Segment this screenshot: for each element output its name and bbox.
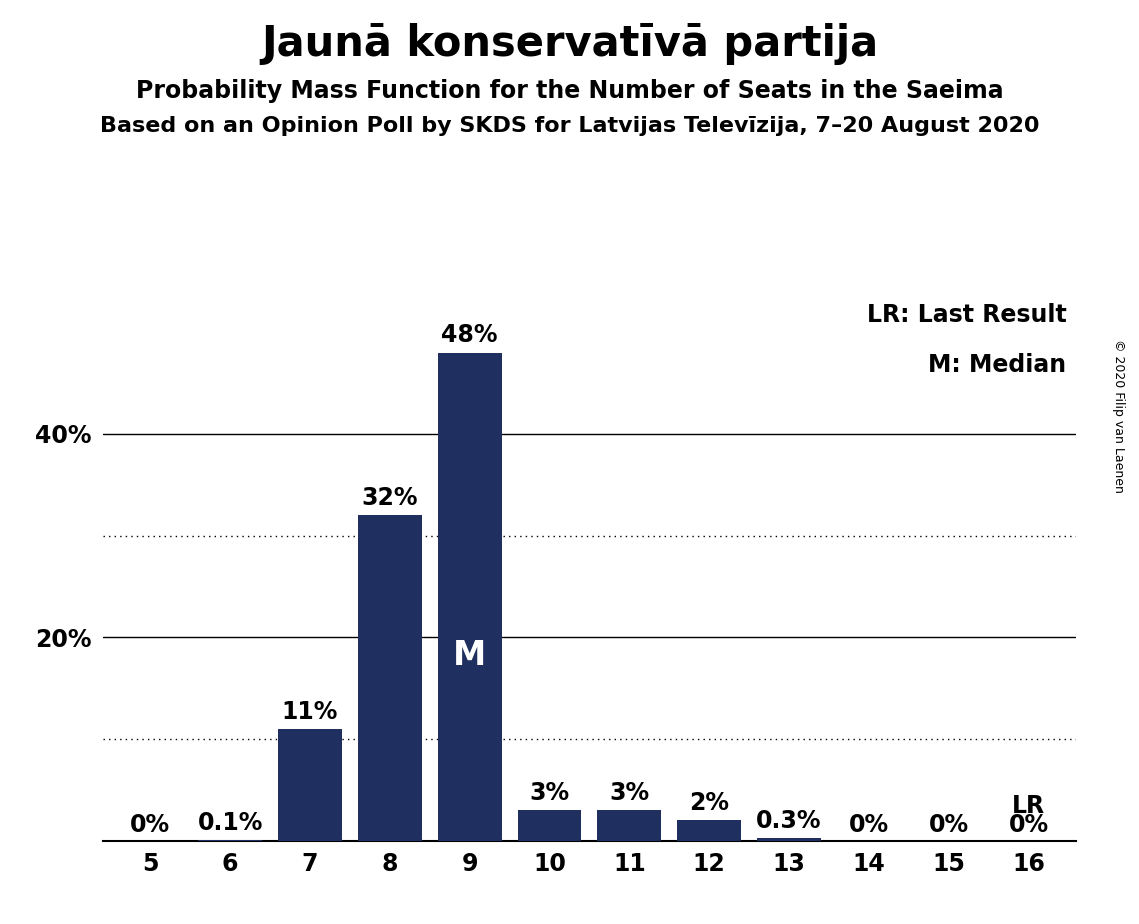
Text: Probability Mass Function for the Number of Seats in the Saeima: Probability Mass Function for the Number… bbox=[136, 79, 1003, 103]
Text: © 2020 Filip van Laenen: © 2020 Filip van Laenen bbox=[1112, 339, 1125, 492]
Bar bbox=[198, 840, 262, 841]
Text: M: Median: M: Median bbox=[928, 353, 1066, 377]
Text: 3%: 3% bbox=[530, 781, 570, 805]
Text: 0%: 0% bbox=[928, 813, 968, 837]
Text: 3%: 3% bbox=[609, 781, 649, 805]
Text: 32%: 32% bbox=[361, 486, 418, 510]
Text: 0%: 0% bbox=[1008, 813, 1049, 837]
Bar bbox=[358, 516, 421, 841]
Text: Based on an Opinion Poll by SKDS for Latvijas Televīzija, 7–20 August 2020: Based on an Opinion Poll by SKDS for Lat… bbox=[100, 116, 1039, 136]
Text: 0%: 0% bbox=[130, 813, 171, 837]
Bar bbox=[517, 810, 581, 841]
Text: 0.3%: 0.3% bbox=[756, 808, 821, 833]
Bar bbox=[757, 838, 821, 841]
Text: 0%: 0% bbox=[849, 813, 888, 837]
Text: 48%: 48% bbox=[442, 323, 498, 347]
Text: LR: LR bbox=[1011, 795, 1044, 819]
Bar bbox=[278, 729, 342, 841]
Bar bbox=[437, 353, 501, 841]
Text: M: M bbox=[453, 638, 486, 672]
Bar bbox=[678, 821, 741, 841]
Text: 2%: 2% bbox=[689, 792, 729, 815]
Text: 0.1%: 0.1% bbox=[197, 810, 263, 834]
Text: LR: Last Result: LR: Last Result bbox=[867, 303, 1066, 327]
Bar bbox=[598, 810, 662, 841]
Text: Jaunā konservatīvā partija: Jaunā konservatīvā partija bbox=[261, 23, 878, 65]
Text: 11%: 11% bbox=[281, 699, 338, 723]
